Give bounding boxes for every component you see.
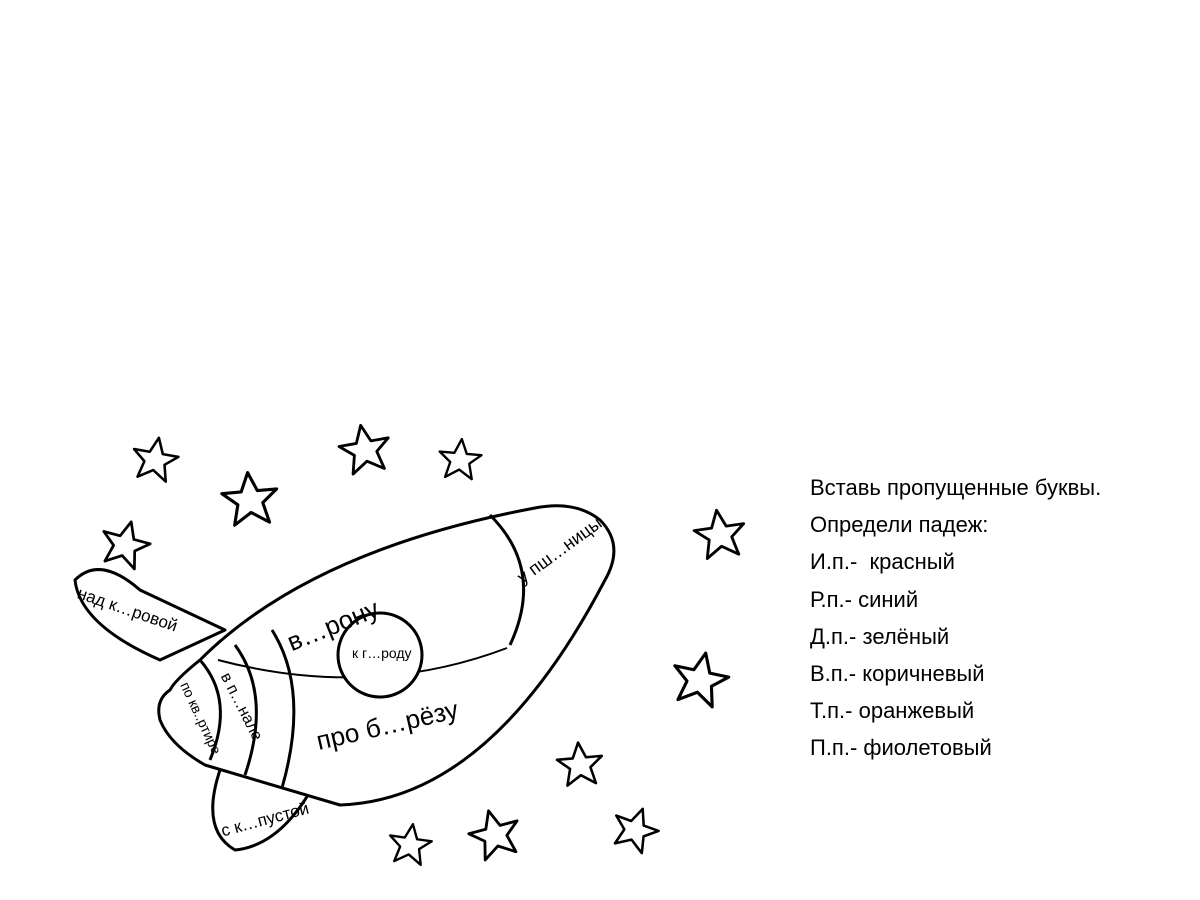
label-window: к г…роду — [352, 645, 412, 661]
case-nominative: И.п.- красный — [810, 544, 1101, 579]
rocket-illustration — [40, 400, 790, 900]
instructions-panel: Вставь пропущенные буквы. Определи падеж… — [810, 470, 1101, 768]
worksheet-scene: у пш…ницы в…рону про б…рёзу к г…роду в п… — [40, 400, 790, 880]
case-genitive: Р.п.- синий — [810, 582, 1101, 617]
case-dative: Д.п.- зелёный — [810, 619, 1101, 654]
case-prepositional: П.п.- фиолетовый — [810, 730, 1101, 765]
case-accusative: В.п.- коричневый — [810, 656, 1101, 691]
instruction-line-2: Определи падеж: — [810, 507, 1101, 542]
instruction-line-1: Вставь пропущенные буквы. — [810, 470, 1101, 505]
case-instrumental: Т.п.- оранжевый — [810, 693, 1101, 728]
